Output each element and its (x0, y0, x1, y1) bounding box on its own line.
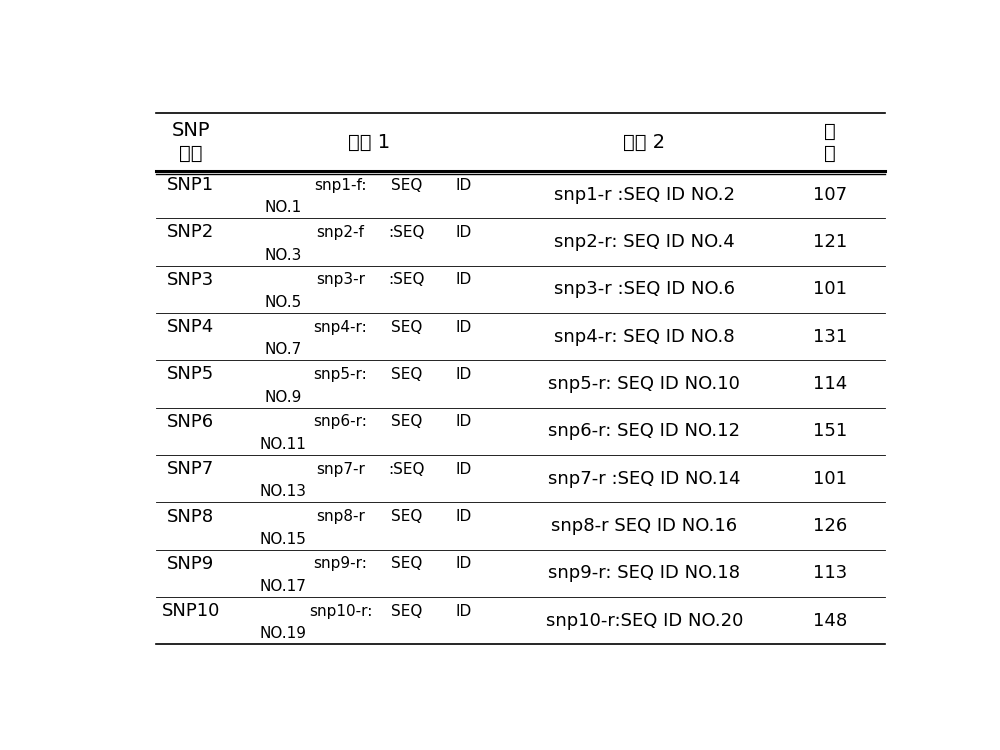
Text: SNP9: SNP9 (167, 555, 214, 573)
Text: snp4-r: SEQ ID NO.8: snp4-r: SEQ ID NO.8 (554, 328, 735, 346)
Text: 151: 151 (813, 422, 847, 440)
Text: snp7-r :SEQ ID NO.14: snp7-r :SEQ ID NO.14 (548, 470, 740, 488)
Text: 126: 126 (813, 517, 847, 535)
Text: SNP6: SNP6 (167, 413, 214, 430)
Text: snp5-r:: snp5-r: (314, 367, 367, 382)
Text: :SEQ: :SEQ (388, 272, 425, 287)
Text: snp5-r: SEQ ID NO.10: snp5-r: SEQ ID NO.10 (548, 375, 740, 393)
Text: ID: ID (456, 178, 472, 193)
Text: 101: 101 (813, 470, 847, 488)
Text: snp3-r: snp3-r (316, 272, 365, 287)
Text: ID: ID (456, 556, 472, 572)
Text: snp8-r SEQ ID NO.16: snp8-r SEQ ID NO.16 (551, 517, 737, 535)
Text: 114: 114 (813, 375, 847, 393)
Text: SNP2: SNP2 (167, 224, 214, 242)
Text: ID: ID (456, 272, 472, 287)
Text: SNP8: SNP8 (167, 508, 214, 526)
Text: ID: ID (456, 462, 472, 477)
Text: snp7-r: snp7-r (316, 462, 365, 477)
Text: snp2-f: snp2-f (317, 225, 364, 240)
Text: snp1-f:: snp1-f: (314, 178, 367, 193)
Text: SEQ: SEQ (391, 509, 422, 524)
Text: snp10-r:SEQ ID NO.20: snp10-r:SEQ ID NO.20 (546, 612, 743, 630)
Text: SNP5: SNP5 (167, 365, 214, 383)
Text: :SEQ: :SEQ (388, 462, 425, 477)
Text: 101: 101 (813, 280, 847, 298)
Text: 113: 113 (813, 564, 847, 582)
Text: SEQ: SEQ (391, 367, 422, 382)
Text: snp10-r:: snp10-r: (309, 604, 372, 619)
Text: 107: 107 (813, 185, 847, 203)
Text: :SEQ: :SEQ (388, 225, 425, 240)
Text: ID: ID (456, 225, 472, 240)
Text: snp1-r :SEQ ID NO.2: snp1-r :SEQ ID NO.2 (554, 185, 735, 203)
Text: SNP3: SNP3 (167, 271, 214, 289)
Text: NO.5: NO.5 (264, 295, 302, 310)
Text: snp2-r: SEQ ID NO.4: snp2-r: SEQ ID NO.4 (554, 233, 735, 251)
Text: 148: 148 (813, 612, 847, 630)
Text: NO.3: NO.3 (264, 248, 302, 262)
Text: ID: ID (456, 414, 472, 429)
Text: snp9-r: SEQ ID NO.18: snp9-r: SEQ ID NO.18 (548, 564, 740, 582)
Text: 长
度: 长 度 (824, 122, 836, 163)
Text: SNP7: SNP7 (167, 460, 214, 478)
Text: SNP1: SNP1 (167, 176, 214, 194)
Text: SEQ: SEQ (391, 414, 422, 429)
Text: SEQ: SEQ (391, 556, 422, 572)
Text: NO.7: NO.7 (264, 342, 302, 357)
Text: NO.15: NO.15 (260, 532, 307, 547)
Text: snp6-r: SEQ ID NO.12: snp6-r: SEQ ID NO.12 (548, 422, 740, 440)
Text: NO.17: NO.17 (260, 579, 307, 594)
Text: 引物 2: 引物 2 (623, 133, 665, 152)
Text: snp4-r:: snp4-r: (314, 320, 367, 334)
Text: SNP10: SNP10 (162, 602, 220, 620)
Text: NO.11: NO.11 (260, 437, 307, 452)
Text: snp8-r: snp8-r (316, 509, 365, 524)
Text: SNP4: SNP4 (167, 318, 214, 336)
Text: ID: ID (456, 509, 472, 524)
Text: SEQ: SEQ (391, 604, 422, 619)
Text: 131: 131 (813, 328, 847, 346)
Text: 121: 121 (813, 233, 847, 251)
Text: snp3-r :SEQ ID NO.6: snp3-r :SEQ ID NO.6 (554, 280, 735, 298)
Text: NO.1: NO.1 (264, 200, 302, 215)
Text: snp9-r:: snp9-r: (314, 556, 367, 572)
Text: ID: ID (456, 320, 472, 334)
Text: NO.19: NO.19 (260, 626, 307, 641)
Text: SNP
编号: SNP 编号 (172, 122, 210, 163)
Text: 引物 1: 引物 1 (348, 133, 390, 152)
Text: SEQ: SEQ (391, 320, 422, 334)
Text: ID: ID (456, 367, 472, 382)
Text: snp6-r:: snp6-r: (314, 414, 367, 429)
Text: SEQ: SEQ (391, 178, 422, 193)
Text: ID: ID (456, 604, 472, 619)
Text: NO.13: NO.13 (260, 484, 307, 500)
Text: NO.9: NO.9 (264, 390, 302, 405)
